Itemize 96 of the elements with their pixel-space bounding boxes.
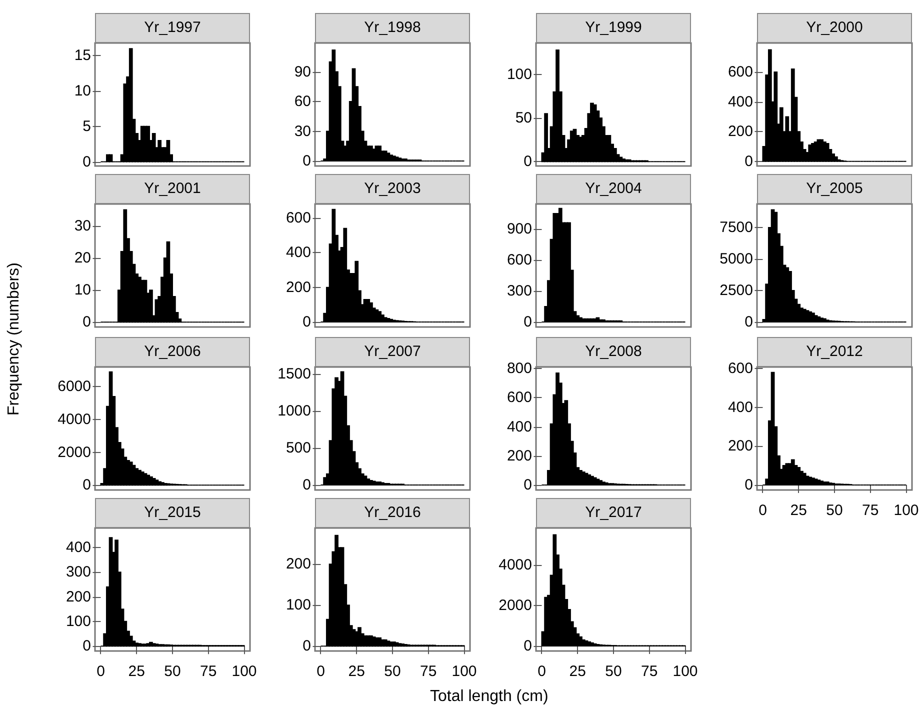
y-tick-label: 600 (506, 389, 532, 406)
x-tick-label: 25 (348, 663, 365, 680)
y-tick-label: 0 (524, 153, 532, 170)
x-tick-label: 25 (128, 663, 145, 680)
y-tick-label: 10 (74, 82, 91, 100)
y-tick-label: 0 (302, 638, 311, 655)
y-tick-label: 2000 (498, 597, 532, 614)
y-tick-label: 200 (286, 278, 311, 296)
y-tick-label: 600 (728, 360, 753, 378)
x-tick-label: 0 (96, 663, 105, 680)
chart-title: Yr_2017 (536, 498, 691, 528)
y-axis-title: Frequency (numbers) (5, 262, 24, 416)
y-tick-label: 0 (524, 637, 532, 654)
chart-title: Yr_1998 (315, 13, 470, 43)
y-tick-label: 0 (302, 152, 311, 170)
x-tick-label: 50 (384, 663, 401, 680)
y-tick-label: 0 (744, 152, 753, 170)
x-tick-label: 75 (862, 502, 879, 519)
y-tick-label: 800 (506, 360, 532, 378)
x-tick-label: 0 (316, 663, 325, 680)
y-tick-label: 20 (74, 249, 91, 266)
y-tick-label: 4000 (498, 556, 532, 574)
x-tick-label: 50 (826, 502, 843, 519)
chart-title: Yr_2008 (536, 337, 691, 367)
x-axis-title: Total length (cm) (430, 688, 548, 706)
y-tick-label: 600 (286, 210, 311, 227)
chart-title: Yr_2000 (757, 13, 912, 43)
y-tick-label: 100 (66, 612, 91, 630)
chart-title: Yr_1999 (536, 13, 691, 43)
chart-title: Yr_2006 (95, 337, 250, 367)
y-tick-label: 0 (82, 314, 91, 331)
y-tick-label: 5 (82, 118, 91, 135)
y-tick-label: 30 (294, 122, 311, 140)
y-tick-label: 1500 (278, 366, 311, 383)
y-tick-label: 100 (286, 596, 311, 614)
y-tick-label: 0 (524, 476, 532, 494)
y-tick-label: 60 (294, 93, 311, 110)
y-tick-label: 1000 (278, 402, 311, 420)
y-tick-label: 15 (74, 47, 91, 64)
x-tick-label: 50 (605, 663, 622, 680)
y-tick-label: 6000 (58, 378, 91, 396)
y-tick-label: 200 (728, 123, 753, 140)
y-tick-label: 500 (286, 439, 311, 456)
chart-title: Yr_2005 (757, 174, 912, 204)
chart-title: Yr_2012 (757, 337, 912, 367)
y-tick-label: 400 (728, 93, 753, 110)
y-tick-label: 600 (728, 64, 753, 81)
y-tick-label: 0 (82, 476, 91, 494)
x-tick-label: 100 (894, 502, 919, 519)
chart-title: Yr_2001 (95, 174, 250, 204)
y-tick-label: 100 (506, 66, 532, 83)
y-tick-label: 900 (506, 220, 532, 238)
y-tick-label: 0 (302, 313, 311, 330)
y-tick-label: 400 (506, 418, 532, 436)
y-tick-label: 300 (506, 282, 532, 300)
y-tick-label: 0 (302, 476, 311, 494)
y-tick-label: 300 (66, 564, 91, 581)
y-tick-label: 50 (515, 110, 532, 127)
x-tick-label: 0 (758, 502, 767, 519)
y-tick-label: 10 (74, 282, 91, 299)
x-tick-label: 100 (232, 663, 257, 680)
x-tick-label: 25 (790, 502, 807, 519)
chart-title: Yr_2007 (315, 337, 470, 367)
y-tick-label: 200 (286, 556, 311, 573)
y-tick-label: 0 (744, 313, 753, 330)
chart-title: Yr_2015 (95, 498, 250, 528)
x-tick-label: 25 (569, 663, 586, 680)
y-tick-label: 400 (286, 244, 311, 262)
y-tick-label: 400 (728, 398, 753, 416)
x-tick-label: 50 (164, 663, 181, 680)
chart-title: Yr_1997 (95, 13, 250, 43)
y-tick-label: 0 (82, 638, 91, 655)
y-tick-label: 400 (66, 538, 91, 556)
y-tick-label: 2500 (720, 282, 753, 299)
x-tick-label: 0 (538, 663, 546, 680)
x-tick-label: 75 (641, 663, 658, 680)
chart-title: Yr_2004 (536, 174, 691, 204)
y-tick-label: 30 (74, 217, 91, 234)
x-tick-label: 100 (452, 663, 477, 680)
chart-title: Yr_2003 (315, 174, 470, 204)
y-tick-label: 600 (506, 251, 532, 268)
x-tick-label: 75 (200, 663, 217, 680)
y-tick-label: 7500 (720, 218, 753, 236)
chart-title: Yr_2016 (315, 498, 470, 528)
x-tick-label: 75 (420, 663, 437, 680)
x-tick-label: 100 (672, 663, 698, 680)
y-tick-label: 0 (744, 476, 753, 494)
y-tick-label: 200 (66, 588, 91, 606)
y-tick-label: 4000 (58, 410, 91, 428)
y-tick-label: 2000 (58, 444, 91, 461)
y-tick-label: 90 (294, 63, 311, 80)
y-tick-label: 5000 (720, 250, 753, 268)
y-tick-label: 0 (82, 153, 91, 170)
y-tick-label: 200 (728, 438, 753, 455)
y-tick-label: 0 (524, 313, 532, 330)
y-tick-label: 200 (506, 447, 532, 464)
